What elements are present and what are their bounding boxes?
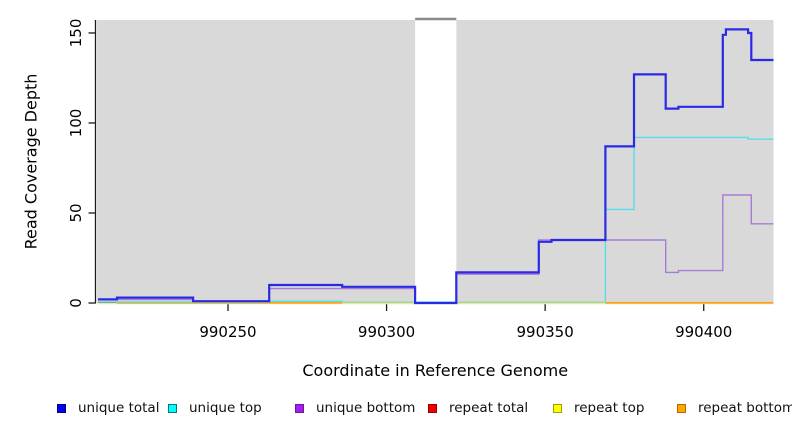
y-axis-title: Read Coverage Depth [22,74,41,250]
legend-label: repeat total [449,400,529,416]
x-tick-label: 990350 [517,323,574,341]
legend-label: unique total [78,400,160,416]
legend-swatch-repeat-bottom [677,403,686,413]
coverage-chart: 0 50 100 150 990250 990300 990350 990400 Coordin… [22,17,774,380]
legend-label: repeat bottom [698,400,792,416]
x-tick-label: 990400 [675,323,732,341]
legend-swatch-unique-total [57,403,66,413]
legend-label: unique top [189,400,262,416]
legend-item-repeat-bottom: repeat bottom [677,401,792,415]
y-tick-label: 50 [67,203,85,222]
legend-item-unique-bottom: unique bottom [295,401,415,415]
x-axis-title: Coordinate in Reference Genome [302,361,568,380]
legend-swatch-unique-top [168,403,177,413]
x-tick-label: 990300 [358,323,415,341]
legend-item-repeat-total: repeat total [428,401,528,415]
legend-item-unique-total: unique total [57,401,159,415]
series-line-unique-total [98,28,774,305]
y-tick-label: 150 [67,19,85,48]
legend-label: unique bottom [316,400,416,416]
legend-swatch-unique-bottom [295,403,304,413]
legend-swatch-repeat-top [553,403,562,413]
legend-swatch-repeat-total [428,403,437,413]
x-tick-label: 990250 [199,323,256,341]
masked-region [415,20,457,303]
y-tick-label: 100 [67,109,85,138]
legend-label: repeat top [574,400,645,416]
legend-item-repeat-top: repeat top [553,401,644,415]
y-tick-label: 0 [67,298,85,308]
legend-item-unique-top: unique top [168,401,262,415]
